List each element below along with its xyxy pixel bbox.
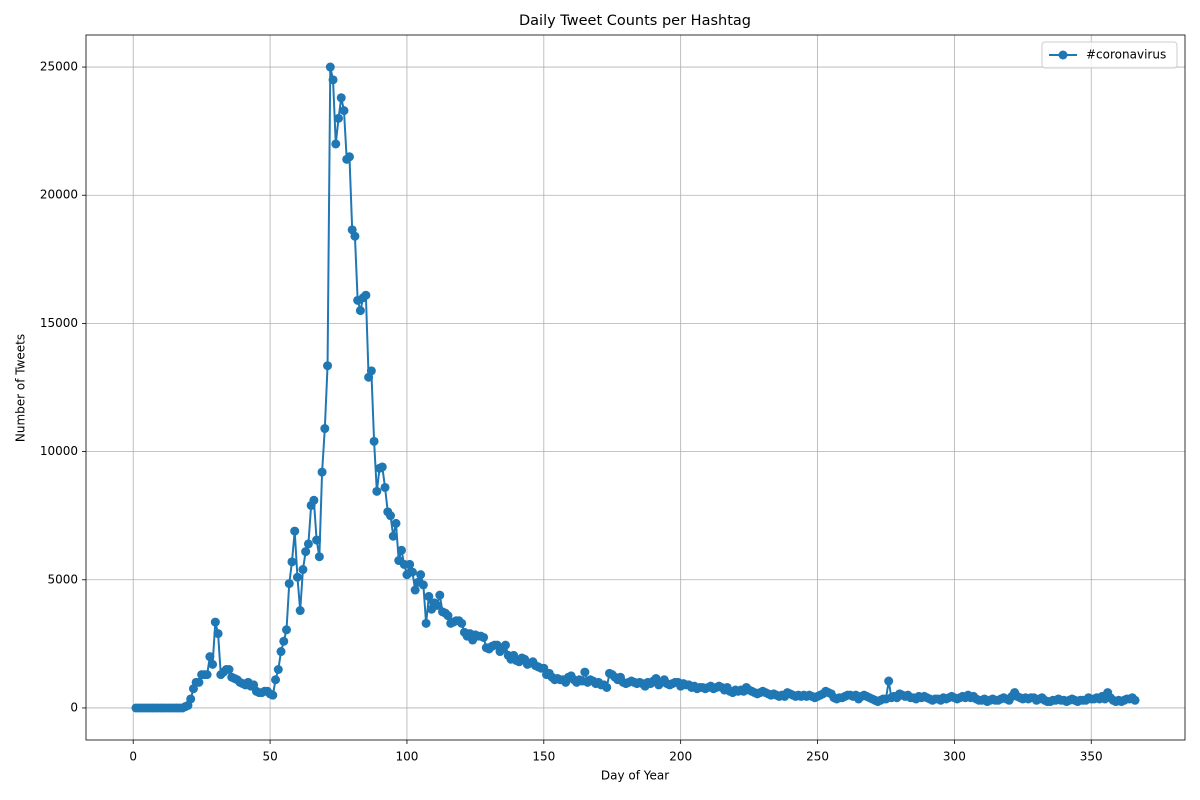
x-tick-label: 100 — [395, 750, 418, 764]
point — [295, 606, 305, 616]
point — [884, 676, 894, 686]
point — [301, 547, 311, 557]
point — [331, 139, 341, 149]
point — [224, 665, 234, 674]
point — [284, 579, 294, 589]
point — [396, 545, 406, 555]
point — [410, 585, 420, 595]
y-tick-label: 10000 — [40, 444, 78, 458]
point — [339, 106, 349, 116]
y-tick-label: 25000 — [40, 60, 78, 74]
point — [350, 231, 360, 241]
y-tick-label: 5000 — [47, 572, 78, 586]
point — [273, 665, 283, 674]
point — [416, 570, 426, 580]
x-tick-label: 250 — [806, 750, 829, 764]
point — [580, 667, 590, 677]
y-tick-label: 0 — [70, 700, 78, 714]
point — [186, 694, 196, 704]
x-tick-label: 200 — [669, 750, 692, 764]
plot-frame — [85, 34, 1186, 741]
legend-box — [1041, 41, 1178, 69]
point — [208, 659, 218, 669]
point — [432, 600, 442, 610]
point — [405, 559, 415, 569]
point — [421, 618, 431, 628]
point — [292, 572, 302, 582]
point — [443, 611, 453, 621]
point — [355, 306, 365, 316]
point — [312, 535, 322, 545]
point — [361, 290, 371, 300]
point — [377, 462, 387, 472]
legend-marker — [1058, 50, 1068, 60]
point — [391, 518, 401, 528]
chart-title: Daily Tweet Counts per Hashtag — [519, 13, 751, 29]
point — [309, 495, 319, 505]
point — [369, 436, 379, 446]
point — [1130, 695, 1140, 705]
point — [336, 93, 346, 103]
point — [602, 682, 612, 692]
point — [407, 567, 417, 577]
point — [372, 486, 382, 496]
point — [290, 526, 300, 536]
point — [298, 565, 308, 575]
point — [500, 640, 510, 650]
point — [210, 617, 220, 627]
point — [279, 636, 289, 646]
point — [418, 580, 428, 590]
legend: #coronavirus — [1041, 41, 1178, 69]
point — [314, 552, 324, 562]
x-axis-label: Day of Year — [601, 769, 669, 783]
point — [424, 591, 434, 601]
legend-label: #coronavirus — [1086, 48, 1166, 62]
point — [344, 152, 354, 162]
x-tick-label: 150 — [532, 750, 555, 764]
y-tick-label: 15000 — [40, 316, 78, 330]
y-axis-label: Number of Tweets — [14, 334, 28, 442]
point — [194, 677, 204, 687]
point — [271, 675, 281, 685]
point — [457, 618, 467, 628]
point — [380, 482, 390, 492]
point — [386, 511, 396, 521]
x-tick-label: 0 — [129, 750, 137, 764]
point — [328, 75, 338, 85]
y-tick-label: 20000 — [40, 188, 78, 202]
point — [303, 539, 313, 549]
point — [323, 361, 333, 371]
point — [276, 647, 286, 657]
point — [388, 531, 398, 541]
point — [202, 670, 212, 680]
point — [268, 690, 278, 700]
point — [320, 424, 330, 434]
x-tick-label: 50 — [262, 750, 277, 764]
point — [205, 652, 215, 662]
x-tick-label: 350 — [1080, 750, 1103, 764]
point — [287, 557, 297, 567]
x-tick-label: 300 — [943, 750, 966, 764]
point — [435, 590, 445, 600]
point — [366, 366, 376, 376]
point — [334, 113, 344, 123]
point — [317, 467, 327, 477]
point — [282, 625, 292, 635]
point — [479, 632, 489, 642]
point — [213, 629, 223, 639]
point — [325, 62, 335, 72]
